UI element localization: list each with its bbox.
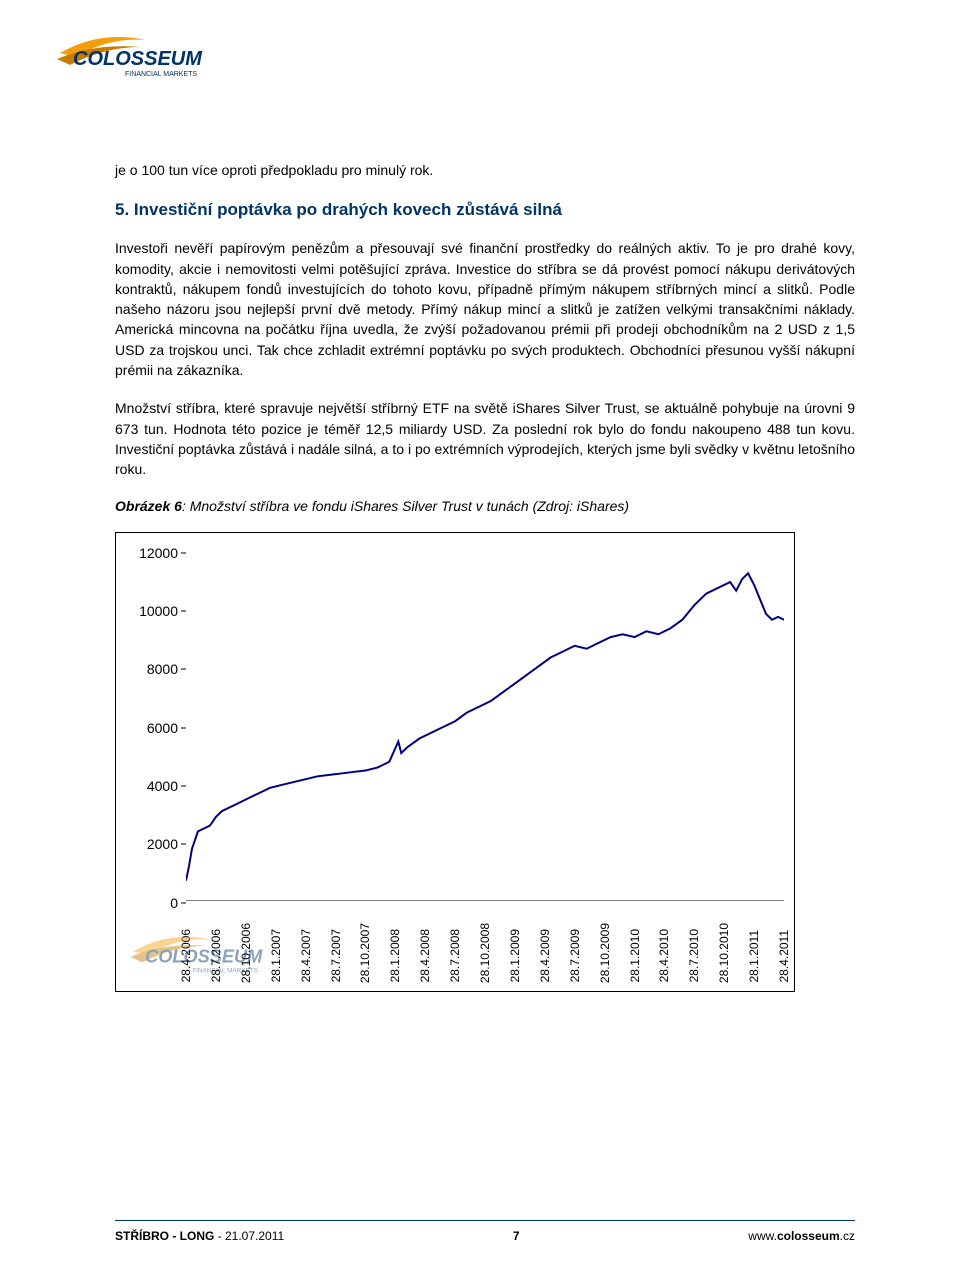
y-tick	[181, 902, 186, 903]
y-tick-label: 12000	[139, 545, 178, 561]
y-tick	[181, 844, 186, 845]
footer-url-suffix: .cz	[840, 1229, 855, 1243]
x-tick-label: 28.7.2009	[568, 929, 582, 982]
x-tick-label: 28.7.2008	[448, 929, 462, 982]
section-title: Investiční poptávka po drahých kovech zů…	[134, 200, 562, 219]
footer-sep: -	[214, 1229, 225, 1243]
page-number: 7	[284, 1229, 748, 1243]
y-tick-label: 8000	[147, 661, 178, 677]
paragraph-2: Množství stříbra, které spravuje největš…	[115, 398, 855, 479]
svg-text:FINANCIAL MARKETS: FINANCIAL MARKETS	[192, 967, 258, 974]
y-tick	[181, 610, 186, 611]
x-tick-label: 28.10.2008	[478, 923, 492, 983]
x-tick-label: 28.7.2007	[329, 929, 343, 982]
footer-divider	[115, 1220, 855, 1221]
paragraph-1: Investoři nevěří papírovým penězům a pře…	[115, 238, 855, 380]
caption-rest: : Množství stříbra ve fondu iShares Silv…	[182, 498, 629, 514]
svg-text:COLOSSEUM: COLOSSEUM	[73, 48, 203, 70]
plot-area	[186, 553, 784, 901]
y-tick	[181, 552, 186, 553]
x-tick-label: 28.1.2008	[388, 929, 402, 982]
y-tick-label: 6000	[147, 720, 178, 736]
x-tick-label: 28.10.2010	[717, 923, 731, 983]
footer-date: 21.07.2011	[225, 1229, 284, 1243]
x-tick-label: 28.4.2010	[657, 929, 671, 982]
x-tick-label: 28.4.2009	[538, 929, 552, 982]
footer-right: www.colosseum.cz	[748, 1229, 855, 1243]
footer-url-brand: colosseum	[777, 1229, 840, 1243]
colosseum-logo-icon: COLOSSEUM FINANCIAL MARKETS	[126, 926, 286, 976]
content-area: je o 100 tun více oproti předpokladu pro…	[115, 160, 855, 992]
footer-title: STŘÍBRO - LONG	[115, 1229, 214, 1243]
x-tick-label: 28.7.2010	[687, 929, 701, 982]
footer: STŘÍBRO - LONG - 21.07.2011 7 www.coloss…	[115, 1229, 855, 1243]
svg-text:FINANCIAL MARKETS: FINANCIAL MARKETS	[125, 71, 197, 78]
x-tick-label: 28.1.2011	[747, 930, 761, 983]
line-chart	[186, 553, 784, 901]
colosseum-logo-icon: COLOSSEUM FINANCIAL MARKETS	[55, 25, 225, 80]
chart-container: 020004000600080001000012000 28.4.200628.…	[115, 532, 795, 992]
y-tick	[181, 669, 186, 670]
caption-prefix: Obrázek 6	[115, 498, 182, 514]
y-tick	[181, 785, 186, 786]
page: COLOSSEUM FINANCIAL MARKETS je o 100 tun…	[0, 0, 960, 1271]
x-tick-label: 28.4.2007	[299, 929, 313, 982]
brand-logo: COLOSSEUM FINANCIAL MARKETS	[55, 25, 225, 80]
x-tick-label: 28.10.2009	[598, 923, 612, 983]
y-tick	[181, 727, 186, 728]
intro-line: je o 100 tun více oproti předpokladu pro…	[115, 160, 855, 180]
y-axis: 0 2000 4000 6000 8000 10000 12000	[116, 533, 186, 991]
footer-url-prefix: www.	[748, 1229, 777, 1243]
section-heading: 5. Investiční poptávka po drahých kovech…	[115, 200, 855, 220]
x-tick-label: 28.4.2011	[777, 930, 791, 983]
x-tick-label: 28.4.2008	[418, 929, 432, 982]
y-tick-label: 10000	[139, 603, 178, 619]
x-tick-label: 28.10.2007	[358, 923, 372, 983]
svg-text:COLOSSEUM: COLOSSEUM	[145, 946, 263, 966]
section-number: 5.	[115, 200, 129, 219]
x-tick-label: 28.1.2009	[508, 929, 522, 982]
x-tick-label: 28.1.2010	[628, 929, 642, 982]
figure-caption: Obrázek 6: Množství stříbra ve fondu iSh…	[115, 498, 855, 514]
y-tick-label: 2000	[147, 836, 178, 852]
watermark-logo: COLOSSEUM FINANCIAL MARKETS	[126, 926, 286, 981]
series-line	[186, 573, 784, 880]
footer-left: STŘÍBRO - LONG - 21.07.2011	[115, 1229, 284, 1243]
y-tick-label: 4000	[147, 778, 178, 794]
y-tick-label: 0	[170, 895, 178, 911]
